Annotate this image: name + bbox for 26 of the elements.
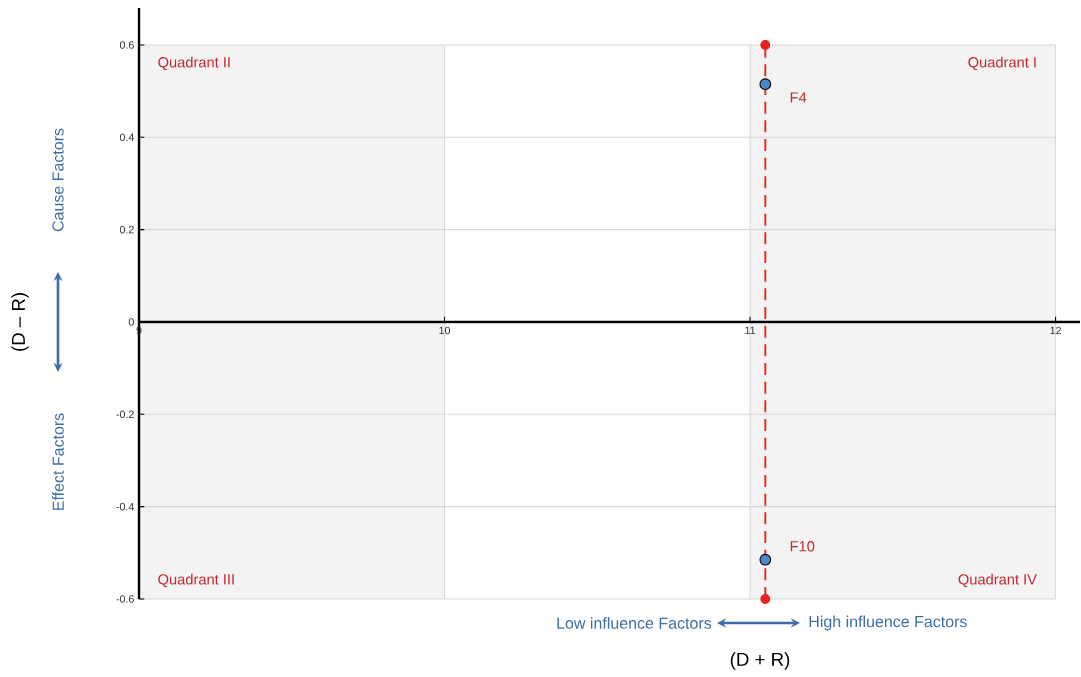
y-tick-label: 0.6 xyxy=(119,41,134,49)
x-tick-label: 10 xyxy=(439,326,451,335)
annotation: F10 xyxy=(790,541,815,552)
y-tick-label: -0.2 xyxy=(116,410,134,419)
y-tick-label: -0.6 xyxy=(116,595,134,603)
text: Low influence Factors xyxy=(557,617,712,629)
text: High influence Factors xyxy=(809,615,967,631)
x-axis-title: (D + R) xyxy=(730,652,790,670)
annotation: Quadrant III xyxy=(158,573,234,588)
annotation: F4 xyxy=(790,92,807,103)
annotation: Quadrant I xyxy=(968,56,1036,71)
text: Effect Factors xyxy=(52,413,64,510)
y-tick-label: 0 xyxy=(128,318,134,326)
x-tick-label: 12 xyxy=(1050,326,1061,335)
point xyxy=(760,40,771,50)
annotation: Quadrant II xyxy=(158,56,230,71)
x-tick-label: 11 xyxy=(745,326,756,335)
point xyxy=(759,553,772,566)
y-tick-label: -0.4 xyxy=(116,502,134,511)
point xyxy=(760,594,771,604)
point xyxy=(759,78,772,91)
y-tick-label: 0.2 xyxy=(119,225,134,234)
annotation: Quadrant IV xyxy=(958,573,1037,588)
y-axis-title: (D – R) xyxy=(11,293,29,351)
y-tick-label: 0.4 xyxy=(119,133,134,142)
text: Cause Factors xyxy=(52,128,64,232)
